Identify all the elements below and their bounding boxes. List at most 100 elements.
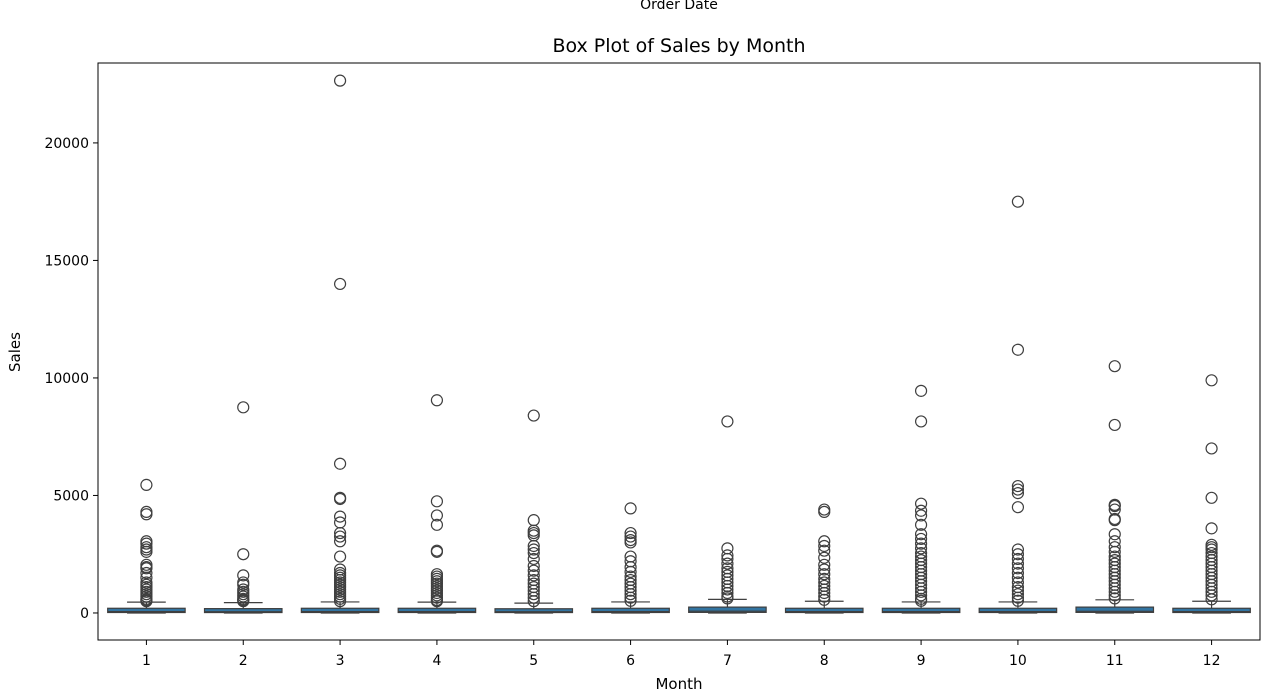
outlier-point [333, 595, 347, 608]
outlier-point [1108, 589, 1121, 602]
y-tick-label: 5000 [53, 488, 89, 504]
outlier-point [1011, 557, 1025, 570]
x-tick-label: 8 [820, 653, 829, 669]
outlier-point [333, 74, 347, 87]
box-month-12 [1172, 374, 1251, 614]
y-tick-label: 20000 [44, 136, 89, 152]
outlier-point [527, 552, 540, 566]
outlier-point [914, 497, 928, 510]
outlier-point [1205, 491, 1218, 504]
box-month-2 [203, 401, 283, 614]
x-axis-label: Month [655, 675, 702, 690]
outlier-point [721, 552, 734, 566]
outlier-point [237, 401, 250, 414]
y-tick-label: 15000 [44, 253, 89, 269]
box-iqr [1172, 607, 1251, 614]
outlier-point [721, 549, 734, 562]
outlier-point [1011, 543, 1025, 556]
outlier-point [818, 590, 831, 603]
outlier-point [1011, 343, 1025, 356]
outlier-point [1108, 592, 1121, 605]
box-iqr [881, 607, 961, 614]
outlier-point [333, 277, 347, 291]
outlier-point [624, 561, 637, 574]
outlier-point [333, 526, 347, 540]
outlier-point [333, 550, 347, 563]
outlier-point [1108, 528, 1121, 541]
box-month-8 [784, 503, 864, 614]
outlier-point [140, 595, 153, 608]
box-month-5 [494, 409, 574, 614]
outlier-point [721, 557, 734, 570]
box-iqr [494, 608, 574, 614]
outlier-point [1011, 195, 1025, 208]
outlier-point [527, 588, 540, 601]
box-iqr [107, 607, 186, 614]
outlier-point [1011, 591, 1025, 604]
outlier-point [527, 526, 540, 540]
outlier-point [914, 532, 928, 546]
outlier-point [430, 394, 444, 407]
outlier-point [527, 559, 540, 573]
outlier-point [1205, 593, 1218, 606]
y-tick-label: 0 [80, 606, 89, 622]
outlier-point [721, 586, 734, 600]
outlier-point [527, 569, 540, 582]
outlier-point [624, 588, 637, 601]
outlier-point [914, 504, 928, 517]
outlier-point [1011, 483, 1025, 496]
outlier-point [914, 542, 928, 555]
outlier-point [237, 578, 250, 591]
outlier-point [333, 530, 347, 543]
outlier-point [818, 586, 831, 600]
outlier-point [527, 546, 540, 560]
outlier-point [914, 415, 928, 428]
box-month-9 [881, 384, 961, 614]
outlier-point [914, 518, 928, 531]
outlier-point [140, 566, 153, 580]
outlier-point [237, 569, 250, 582]
box-iqr [203, 608, 283, 614]
plot-frame [97, 62, 1261, 641]
outlier-point [140, 508, 153, 521]
outlier-point [1205, 585, 1218, 598]
outlier-point [818, 551, 831, 564]
outlier-point [818, 503, 831, 516]
box-month-6 [591, 502, 670, 614]
box-iqr [1075, 606, 1155, 613]
outlier-point [721, 592, 734, 605]
outlier-point [914, 594, 928, 607]
outlier-point [818, 558, 831, 571]
outlier-point [333, 510, 347, 523]
outlier-point [914, 585, 928, 598]
outlier-point [1011, 479, 1025, 493]
outlier-point [624, 565, 637, 578]
x-tick-label: 9 [917, 653, 926, 669]
outlier-point [1108, 545, 1121, 558]
outlier-point [818, 563, 831, 576]
outlier-point [1011, 552, 1025, 566]
outlier-point [333, 492, 347, 506]
outlier-point [1011, 562, 1025, 575]
outlier-point [1108, 499, 1121, 513]
outlier-point [1205, 522, 1218, 535]
outlier-point [818, 568, 831, 581]
outlier-point [721, 583, 734, 596]
outlier-point [1011, 576, 1025, 589]
outlier-point [624, 536, 637, 549]
outlier-point [140, 537, 153, 550]
outlier-point [527, 409, 540, 422]
x-tick-label: 5 [529, 653, 538, 669]
outlier-point [914, 589, 928, 602]
x-tick-label: 12 [1203, 653, 1221, 669]
box-month-1 [107, 478, 186, 614]
outlier-point [1108, 541, 1121, 554]
outlier-point [818, 535, 831, 548]
chart-title: Box Plot of Sales by Month [552, 35, 805, 57]
outlier-point [140, 545, 153, 558]
outlier-point [140, 505, 153, 519]
outlier-point [1205, 589, 1218, 602]
x-tick-label: 10 [1009, 653, 1027, 669]
outlier-point [1011, 548, 1025, 561]
